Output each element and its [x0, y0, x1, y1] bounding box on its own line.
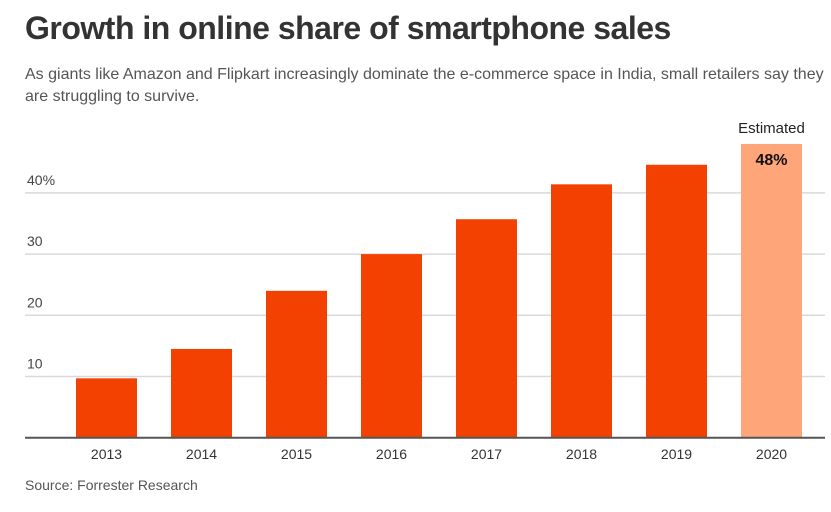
bar-2016: [361, 254, 422, 438]
y-tick-label: 40%: [27, 172, 55, 188]
chart-subtitle: As giants like Amazon and Flipkart incre…: [25, 66, 824, 105]
bar-2015: [266, 290, 327, 438]
bar-2019: [646, 164, 707, 438]
bar-2017: [456, 219, 517, 438]
x-tick-label: 2013: [91, 446, 122, 462]
source-note: Source: Forrester Research: [25, 477, 198, 493]
x-tick-label: 2016: [376, 446, 407, 462]
bar-2013: [76, 378, 137, 438]
y-tick-label: 30: [27, 233, 43, 249]
x-tick-label: 2014: [186, 446, 217, 462]
estimated-label: Estimated: [738, 120, 805, 137]
bar-2018: [551, 184, 612, 438]
chart-title: Growth in online share of smartphone sal…: [25, 10, 671, 46]
x-tick-label: 2020: [756, 446, 787, 462]
x-tick-label: 2019: [661, 446, 692, 462]
y-tick-label: 10: [27, 356, 43, 372]
x-tick-label: 2015: [281, 446, 312, 462]
x-tick-label: 2018: [566, 446, 597, 462]
x-tick-label: 2017: [471, 446, 502, 462]
y-tick-label: 20: [27, 294, 43, 310]
data-label: 48%: [755, 152, 787, 169]
bar-2014: [171, 348, 232, 438]
bar-2020: [741, 143, 802, 438]
